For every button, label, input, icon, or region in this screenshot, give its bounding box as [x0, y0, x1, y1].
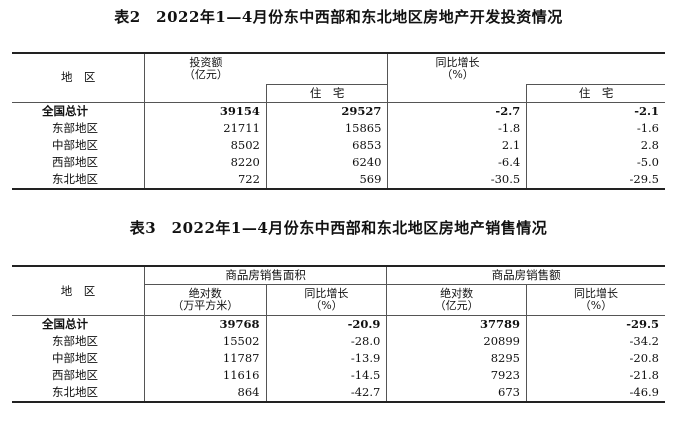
yoy-cell: -1.8: [387, 119, 527, 137]
area-abs-unit: （万平方米）: [172, 299, 239, 312]
area-cell: 11787: [143, 350, 266, 367]
area-cell: 864: [143, 384, 266, 403]
investment-header-label: 投资额: [189, 55, 223, 69]
sales-yoy-header: 同比增长 （%）: [526, 284, 665, 316]
area-yoy-cell: -14.5: [265, 367, 387, 384]
region-cell: 全国总计: [42, 317, 88, 332]
area-abs-label: 绝对数: [188, 286, 222, 300]
table-row: 东部地区 15502 -28.0 20899 -34.2: [12, 333, 665, 350]
region-cell: 东部地区: [52, 120, 98, 135]
sales-yoy-unit: （%）: [579, 299, 613, 312]
area-cell: 15502: [143, 333, 266, 350]
yoy-cell: -2.7: [387, 102, 527, 120]
sales-area-header: 商品房销售面积: [143, 266, 387, 285]
sales-yoy-label: 同比增长: [574, 286, 618, 300]
area-yoy-unit: （%）: [310, 299, 343, 312]
area-yoy-cell: -42.7: [265, 384, 387, 403]
investment-cell: 722: [144, 170, 267, 190]
residential-header: 住 宅: [265, 83, 388, 103]
table-row: 全国总计 39154 29527 -2.7 -2.1: [12, 102, 665, 120]
region-cell: 西部地区: [52, 368, 98, 383]
region-cell: 东北地区: [12, 384, 145, 403]
area-yoy-cell: -28.0: [265, 333, 387, 350]
region-cell: 中部地区: [52, 137, 98, 152]
investment-cell: 8220: [144, 153, 267, 171]
sales-cell: 7923: [386, 367, 527, 384]
yoy-header-unit: （%）: [441, 68, 474, 81]
yoy-residential-cell: -2.1: [526, 102, 665, 120]
sales-cell: 37789: [386, 315, 527, 333]
sales-abs-unit: （亿元）: [434, 299, 479, 312]
table-row: 中部地区 11787 -13.9 8295 -20.8: [12, 350, 665, 367]
yoy-residential-cell: -5.0: [526, 153, 665, 171]
area-yoy-label: 同比增长: [304, 286, 349, 300]
yoy-residential-header: 住 宅: [526, 83, 665, 103]
residential-cell: 569: [265, 170, 388, 190]
table-row: 西部地区 8220 6240 -6.4 -5.0: [12, 153, 665, 171]
yoy-cell: -30.5: [387, 170, 527, 190]
region-cell: 中部地区: [52, 351, 98, 366]
region-header: 地 区: [12, 53, 145, 103]
area-yoy-header: 同比增长 （%）: [265, 284, 387, 316]
region-cell: 西部地区: [52, 154, 98, 169]
region-header: 地 区: [12, 266, 145, 316]
table-row: 东北地区 722 569 -30.5 -29.5: [12, 170, 665, 190]
area-yoy-cell: -20.9: [265, 315, 387, 333]
residential-cell: 15865: [265, 119, 388, 137]
sales-abs-header: 绝对数 （亿元）: [386, 284, 527, 316]
sales-yoy-cell: -46.9: [526, 384, 665, 403]
table-row: 全国总计 39768 -20.9 37789 -29.5: [12, 315, 665, 333]
area-cell: 11616: [143, 367, 266, 384]
table-row: 西部地区 11616 -14.5 7923 -21.8: [12, 367, 665, 384]
table-row: 东部地区 21711 15865 -1.8 -1.6: [12, 119, 665, 137]
sales-yoy-cell: -21.8: [526, 367, 665, 384]
sales-abs-label: 绝对数: [440, 286, 474, 300]
table2-title: 表2 2022年1—4月份东中西部和东北地区房地产开发投资情况: [114, 8, 563, 26]
sales-cell: 8295: [386, 350, 527, 367]
area-yoy-cell: -13.9: [265, 350, 387, 367]
yoy-residential-cell: -1.6: [526, 119, 665, 137]
region-cell: 东部地区: [52, 334, 98, 349]
area-cell: 39768: [143, 315, 266, 333]
table-row: 东北地区 864 -42.7 673 -46.9: [12, 384, 665, 403]
table-row: 中部地区 8502 6853 2.1 2.8: [12, 136, 665, 154]
residential-cell: 6853: [265, 136, 388, 154]
sales-cell: 673: [386, 384, 527, 403]
sales-table: 地 区 商品房销售面积 商品房销售额 绝对数 （万平方米） 同比增长 （%） 绝…: [12, 265, 665, 403]
investment-table: 地 区 投资额 （亿元） 同比增长 （%） 住 宅 住 宅 全国总计 39154…: [12, 52, 665, 190]
yoy-cell: -6.4: [387, 153, 527, 171]
investment-cell: 39154: [144, 102, 267, 120]
region-cell: 东北地区: [12, 170, 145, 190]
table3-title: 表3 2022年1—4月份东中西部和东北地区房地产销售情况: [129, 219, 548, 237]
investment-cell: 8502: [144, 136, 267, 154]
sales-yoy-cell: -29.5: [526, 315, 665, 333]
investment-header: 投资额 （亿元）: [144, 53, 267, 84]
area-abs-header: 绝对数 （万平方米）: [143, 284, 266, 316]
investment-header-unit: （亿元）: [183, 68, 228, 81]
sales-cell: 20899: [386, 333, 527, 350]
residential-cell: 6240: [265, 153, 388, 171]
yoy-header-label: 同比增长: [435, 55, 480, 69]
sales-yoy-cell: -34.2: [526, 333, 665, 350]
region-cell: 全国总计: [42, 103, 88, 118]
sales-amount-header: 商品房销售额: [386, 266, 665, 285]
yoy-residential-cell: 2.8: [526, 136, 665, 154]
yoy-header: 同比增长 （%）: [387, 53, 527, 84]
residential-cell: 29527: [265, 102, 388, 120]
yoy-residential-cell: -29.5: [526, 170, 665, 190]
yoy-cell: 2.1: [387, 136, 527, 154]
investment-cell: 21711: [144, 119, 267, 137]
sales-yoy-cell: -20.8: [526, 350, 665, 367]
